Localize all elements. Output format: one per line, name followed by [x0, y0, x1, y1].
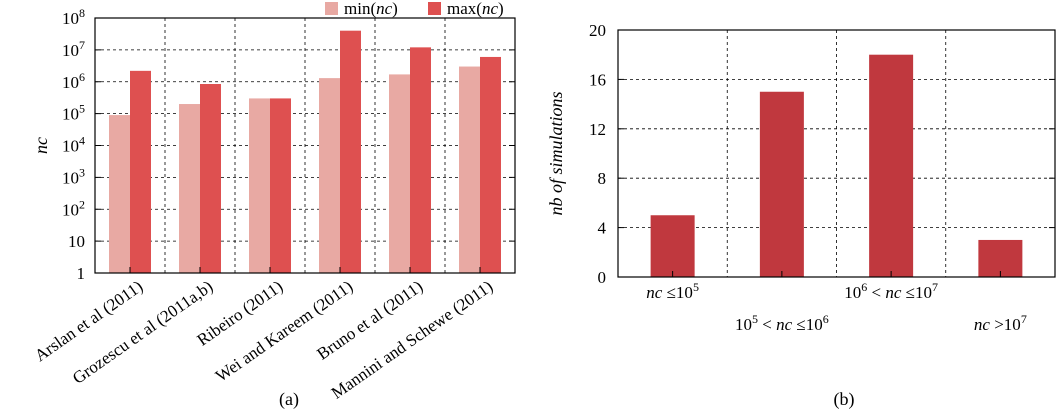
legend-swatch — [428, 2, 441, 15]
y-tick-label: 107 — [62, 38, 85, 60]
y-tick-label: 16 — [589, 70, 606, 89]
y-axis-label: nb of simulations — [546, 91, 566, 215]
bar-max — [340, 30, 361, 273]
y-tick-label: 104 — [62, 134, 85, 156]
y-tick-label: 12 — [589, 120, 606, 139]
bar — [759, 91, 804, 277]
panel-label-a: (a) — [279, 389, 299, 410]
legend-label: max(nc) — [447, 0, 504, 18]
y-tick-label: 20 — [589, 21, 606, 40]
y-tick-label: 8 — [598, 169, 607, 188]
plot-frame — [617, 29, 1056, 278]
bar-max — [130, 70, 151, 274]
bar-min — [109, 115, 130, 273]
y-tick-label: 0 — [598, 268, 607, 287]
chart-b: 0 4 8 12 16 20 nc ≤105 105 < nc ≤106 106 < nc ≤1… — [546, 21, 1056, 334]
y-tick-label: 10 — [68, 232, 85, 251]
bar-min — [459, 66, 480, 273]
y-tick-label: 106 — [62, 70, 85, 92]
bar-min — [179, 104, 200, 274]
bar-min — [249, 98, 270, 273]
bar-max — [410, 47, 431, 273]
legend-label: min(nc) — [344, 0, 398, 18]
y-tick-label: 108 — [62, 6, 85, 28]
bar-max — [270, 98, 291, 273]
y-axis-label: nc — [31, 137, 51, 154]
x-category-label: nc >107 — [974, 312, 1027, 334]
y-tick-label: 102 — [62, 197, 85, 219]
y-tick-label: 105 — [62, 102, 85, 124]
bar-max — [200, 83, 221, 273]
x-category-label: 105 < nc ≤106 — [735, 312, 829, 334]
panel-label-b: (b) — [834, 389, 855, 410]
legend-swatch — [325, 2, 338, 15]
bar — [978, 239, 1023, 277]
plot-frame — [94, 17, 516, 274]
x-category-label: nc ≤105 — [646, 280, 699, 302]
bar-min — [319, 78, 340, 273]
bar-max — [480, 56, 501, 274]
bar — [650, 215, 695, 277]
y-tick-label: 4 — [598, 219, 607, 238]
x-category-label: 106 < nc ≤107 — [844, 280, 938, 302]
bar — [869, 54, 914, 278]
y-tick-label: 1 — [77, 264, 86, 283]
bar-min — [389, 74, 410, 273]
y-tick-label: 103 — [62, 165, 85, 187]
